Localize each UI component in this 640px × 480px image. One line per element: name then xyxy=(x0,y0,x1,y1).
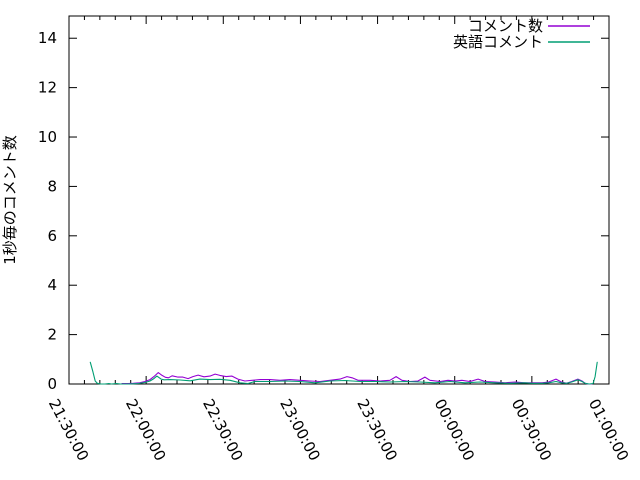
legend: コメント数 英語コメント xyxy=(453,17,590,51)
legend-label-english-comments: 英語コメント xyxy=(453,33,543,51)
svg-text:23:30:00: 23:30:00 xyxy=(353,396,401,464)
legend-label-comments: コメント数 xyxy=(468,17,543,35)
x-axis-ticks xyxy=(68,16,610,384)
y-axis-tick-labels: 0 2 4 6 8 10 12 14 xyxy=(38,29,57,393)
svg-text:00:30:00: 00:30:00 xyxy=(508,396,556,464)
svg-text:6: 6 xyxy=(47,227,57,245)
svg-text:01:00:00: 01:00:00 xyxy=(585,396,633,464)
svg-text:23:00:00: 23:00:00 xyxy=(276,396,324,464)
svg-text:10: 10 xyxy=(38,128,57,146)
series-line-english-comments xyxy=(89,361,598,385)
plot-border xyxy=(68,15,610,385)
svg-text:4: 4 xyxy=(47,276,57,294)
y-axis-ticks xyxy=(69,37,609,385)
svg-text:2: 2 xyxy=(47,326,57,344)
y-axis-title: 1秒毎のコメント数 xyxy=(1,135,19,265)
svg-text:14: 14 xyxy=(38,29,57,47)
x-axis-minor-ticks xyxy=(83,16,595,384)
x-axis-tick-labels: 21:30:00 22:00:00 22:30:00 23:00:00 23:30:00… xyxy=(45,396,633,464)
svg-text:21:30:00: 21:30:00 xyxy=(45,396,93,464)
svg-text:22:00:00: 22:00:00 xyxy=(122,396,170,464)
svg-text:00:00:00: 00:00:00 xyxy=(431,396,479,464)
svg-text:0: 0 xyxy=(47,375,57,393)
svg-text:22:30:00: 22:30:00 xyxy=(199,396,247,464)
svg-text:12: 12 xyxy=(38,79,57,97)
svg-text:8: 8 xyxy=(47,177,57,195)
